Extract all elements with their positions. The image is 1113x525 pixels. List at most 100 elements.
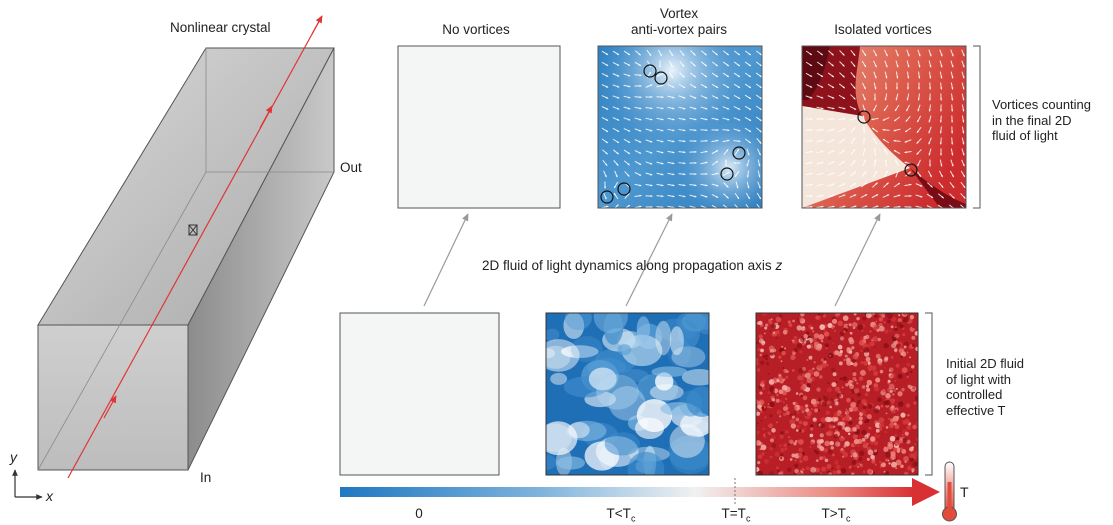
intensity-blob: [681, 369, 709, 386]
speckle-dot: [852, 361, 858, 367]
field-arrowhead: [929, 174, 932, 178]
field-arrowhead: [886, 182, 889, 185]
speckle-dot: [770, 352, 774, 356]
nonlinear-crystal: [37, 15, 335, 479]
speckle-dot: [793, 335, 798, 340]
speckle-dot: [835, 429, 838, 432]
speckle-dot: [820, 417, 827, 423]
speckle-dot: [902, 333, 906, 337]
speckle-dot: [909, 356, 911, 359]
field-arrowhead: [939, 109, 943, 112]
speckle-dot: [765, 354, 769, 358]
field-arrowhead: [886, 194, 890, 197]
speckle-dot: [817, 409, 821, 412]
speckle-dot: [756, 401, 762, 406]
field-arrowhead: [928, 131, 931, 134]
field-arrowhead: [928, 142, 931, 145]
field-arrowhead: [873, 137, 876, 141]
field-arrowhead: [616, 163, 619, 166]
field-arrowhead: [895, 159, 898, 163]
field-arrowhead: [650, 95, 653, 99]
field-arrowhead: [616, 204, 619, 207]
speckle-dot: [772, 391, 775, 395]
field-arrowhead: [962, 65, 965, 68]
field-arrowhead: [882, 128, 885, 131]
field-arrowhead: [940, 174, 943, 178]
field-arrowhead: [694, 118, 697, 121]
speckle-dot: [832, 372, 837, 377]
speckle-dot: [826, 364, 829, 366]
speckle-dot: [880, 405, 883, 408]
speckle-dot: [775, 316, 782, 323]
field-arrowhead: [672, 118, 675, 121]
field-arrow: [711, 204, 718, 208]
field-arrowhead: [831, 53, 834, 56]
field-arrowhead: [874, 53, 877, 57]
speckle-dot: [796, 424, 800, 429]
speckle-dot: [827, 431, 832, 436]
speckle-dot: [842, 315, 849, 322]
speckle-dot: [800, 467, 804, 471]
speckle-dot: [810, 408, 813, 411]
field-arrowhead: [951, 76, 954, 79]
speckle-dot: [800, 385, 806, 391]
field-arrowhead: [906, 108, 909, 112]
field-arrowhead: [963, 196, 966, 199]
speckle-dot: [900, 412, 906, 418]
speckle-dot: [794, 440, 798, 443]
speckle-dot: [790, 423, 797, 429]
speckle-dot: [780, 447, 785, 453]
speckle-dot: [911, 446, 914, 449]
field-arrow: [948, 204, 955, 208]
intensity-blob: [588, 367, 617, 391]
speckle-dot: [834, 401, 839, 406]
speckle-dot: [878, 417, 885, 424]
field-arrowhead: [705, 139, 708, 142]
speckle-dot: [840, 448, 844, 451]
speckle-dot: [829, 405, 832, 409]
speckle-dot: [844, 410, 850, 415]
field-arrow: [722, 204, 729, 208]
speckle-dot: [828, 472, 833, 475]
speckle-dot: [807, 410, 812, 416]
speckle-dot: [813, 333, 820, 339]
speckle-dot: [785, 375, 789, 379]
intensity-blob: [546, 348, 555, 359]
speckle-dot: [893, 340, 898, 345]
field-arrowhead: [705, 184, 708, 187]
speckle-dot: [867, 449, 874, 456]
field-arrowhead: [704, 53, 707, 56]
field-arrowhead: [715, 195, 719, 198]
speckle-dot: [756, 466, 760, 473]
intensity-blob: [564, 313, 592, 331]
field-arrowhead: [683, 107, 686, 110]
field-arrowhead: [748, 75, 751, 78]
field-arrowhead: [627, 205, 630, 208]
field-arrowhead: [820, 64, 823, 67]
field-arrowhead: [682, 53, 685, 56]
speckle-dot: [825, 410, 830, 415]
speckle-dot: [900, 447, 904, 451]
speckle-dot: [832, 453, 835, 457]
speckle-dot: [856, 316, 860, 321]
speckle-dot: [761, 452, 765, 456]
speckle-dot: [893, 434, 898, 438]
speckle-dot: [776, 466, 779, 470]
speckle-dot: [877, 432, 880, 435]
speckle-dot: [874, 314, 878, 318]
speckle-dot: [797, 439, 804, 445]
field-arrowhead: [672, 85, 675, 88]
speckle-dot: [883, 321, 886, 324]
speckle-dot: [897, 318, 902, 323]
field-arrowhead: [820, 74, 823, 77]
speckle-dot: [769, 414, 773, 418]
field-arrowhead: [639, 184, 642, 187]
speckle-dot: [911, 468, 915, 472]
field-arrowhead: [863, 98, 866, 101]
speckle-dot: [902, 313, 908, 316]
intensity-blob: [546, 454, 557, 470]
speckle-dot: [857, 410, 860, 413]
field-arrowhead: [853, 97, 856, 100]
speckle-dot: [815, 345, 822, 351]
